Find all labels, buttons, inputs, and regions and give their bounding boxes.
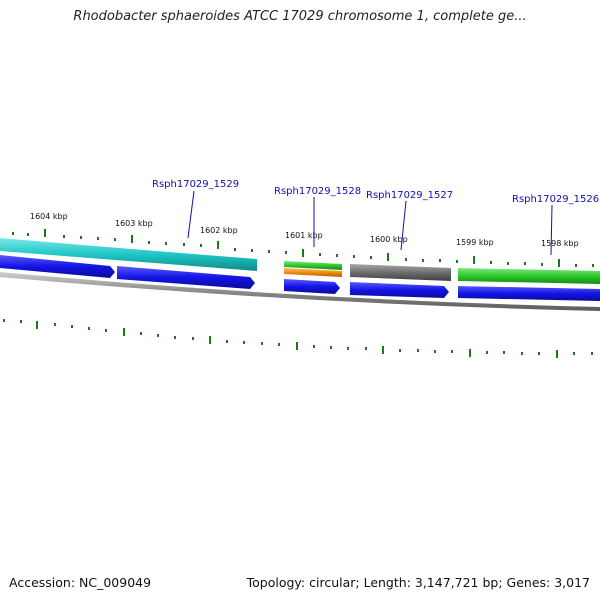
genome-summary: Topology: circular; Length: 3,147,721 bp…	[246, 575, 590, 590]
feature-track-outer-gray[interactable]	[350, 264, 451, 281]
kbp-label: 1602 kbp	[200, 226, 238, 235]
upper-tick-row	[12, 229, 594, 267]
kbp-label: 1600 kbp	[370, 235, 408, 244]
cds-arrow[interactable]	[350, 282, 449, 298]
cds-arrow[interactable]	[117, 266, 255, 289]
map-title: Rhodobacter sphaeroides ATCC 17029 chrom…	[73, 9, 527, 24]
kbp-label: 1604 kbp	[30, 212, 68, 221]
cds-arrow[interactable]	[284, 279, 340, 294]
gene-leader-lines	[187, 190, 553, 256]
feature-track-outer-green[interactable]	[284, 261, 342, 270]
feature-track-outer-cyan[interactable]	[0, 238, 257, 271]
gene-label[interactable]: Rsph17029_1527	[366, 190, 453, 201]
gene-label[interactable]: Rsph17029_1528	[274, 186, 361, 197]
scale-labels: 1604 kbp 1603 kbp 1602 kbp 1601 kbp 1600…	[30, 212, 579, 248]
kbp-label: 1598 kbp	[541, 239, 579, 248]
gene-labels: Rsph17029_1529 Rsph17029_1528 Rsph17029_…	[152, 179, 599, 205]
cds-arrow[interactable]	[0, 255, 115, 278]
feature-track-outer-orange[interactable]	[284, 268, 342, 277]
feature-track-outer-green-2[interactable]	[458, 268, 600, 284]
kbp-label: 1601 kbp	[285, 231, 323, 240]
genome-backbone	[0, 272, 600, 311]
lower-tick-row	[3, 319, 593, 358]
gene-label[interactable]: Rsph17029_1529	[152, 179, 239, 190]
kbp-label: 1599 kbp	[456, 238, 494, 247]
accession-label: Accession: NC_009049	[9, 575, 152, 590]
cds-arrow[interactable]	[458, 286, 600, 301]
gene-label[interactable]: Rsph17029_1526	[512, 194, 599, 205]
kbp-label: 1603 kbp	[115, 219, 153, 228]
